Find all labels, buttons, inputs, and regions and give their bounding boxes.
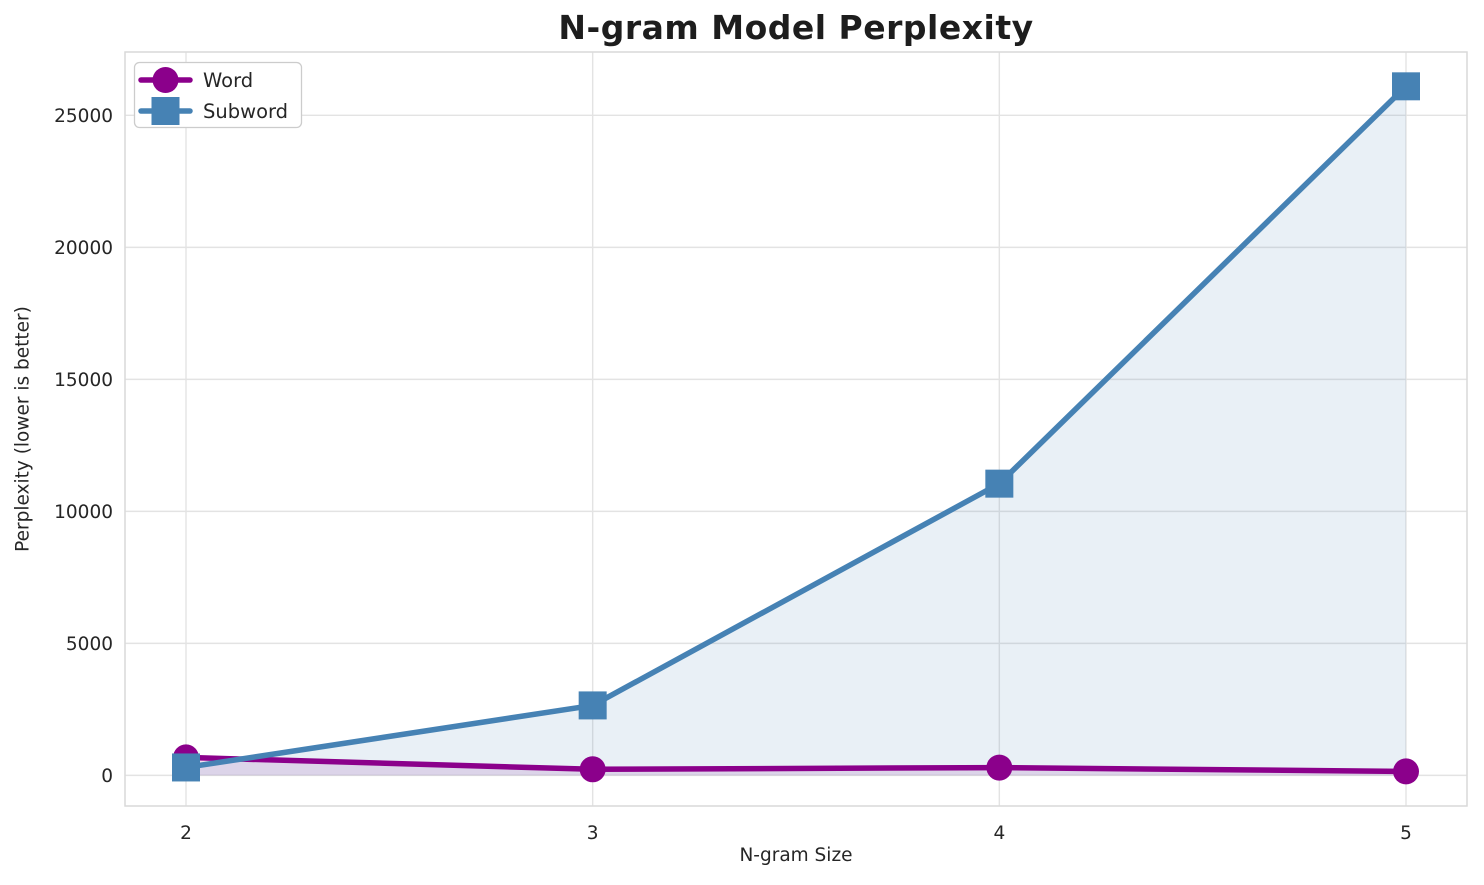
- plot-area-background: [125, 52, 1467, 806]
- subword-marker-square: [172, 753, 200, 782]
- legend-label: Word: [203, 69, 253, 92]
- x-tick-label: 5: [1400, 823, 1412, 844]
- subword-line: [183, 83, 1409, 771]
- subword-area-fill: [186, 86, 1406, 776]
- x-tick-label: 4: [993, 823, 1005, 844]
- word-marker-circle: [579, 756, 606, 783]
- legend-square-marker-icon: [151, 97, 180, 125]
- y-axis-label: Perplexity (lower is better): [12, 306, 34, 552]
- subword-marker-square: [985, 469, 1014, 498]
- legend-label: Subword: [203, 100, 288, 123]
- subword-marker-square: [1392, 72, 1420, 101]
- x-tick-label: 2: [180, 823, 192, 844]
- y-tick-label: 20000: [54, 238, 113, 259]
- chart-title: N-gram Model Perplexity: [558, 8, 1034, 47]
- subword-marker-square: [578, 691, 607, 720]
- legend-circle-marker-icon: [152, 67, 179, 93]
- word-marker-circle: [1393, 758, 1419, 785]
- plot-border: [124, 51, 1468, 807]
- y-tick-label: 25000: [54, 106, 113, 127]
- word-line: [183, 754, 1409, 775]
- x-tick-label: 3: [587, 823, 599, 844]
- x-axis-label: N-gram Size: [739, 845, 853, 866]
- word-marker-circle: [986, 754, 1013, 781]
- y-tick-label: 10000: [54, 502, 113, 523]
- y-tick-label: 5000: [66, 634, 113, 655]
- y-tick-label: 15000: [54, 370, 113, 391]
- legend: Word Subword: [133, 61, 303, 129]
- y-tick-label: 0: [101, 766, 113, 787]
